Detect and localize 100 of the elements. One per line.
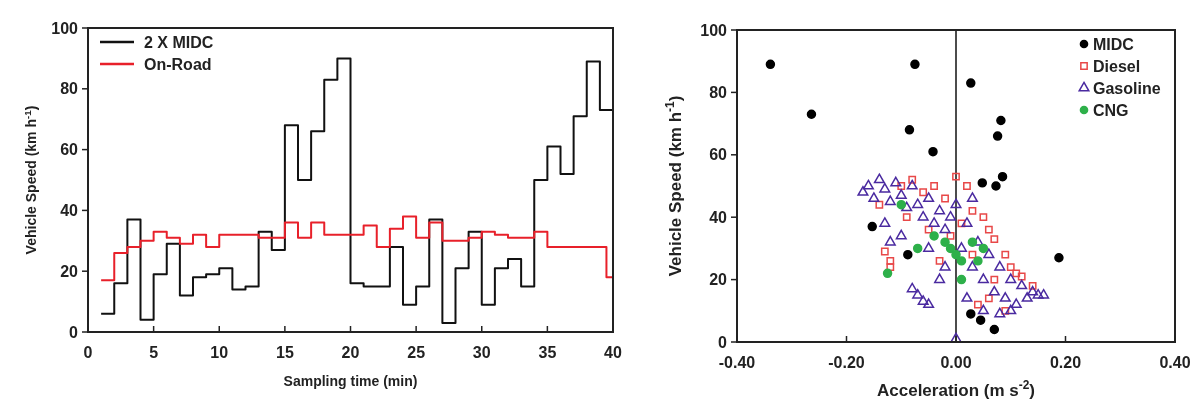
point: [934, 204, 946, 215]
point: [973, 300, 982, 309]
point: [951, 249, 961, 260]
point: [957, 219, 966, 228]
point: [944, 210, 957, 221]
point: [994, 260, 1006, 271]
point: [973, 256, 983, 266]
point: [988, 285, 1000, 296]
point: [1001, 250, 1010, 259]
point: [977, 178, 988, 188]
point: [875, 200, 884, 209]
point: [930, 182, 939, 190]
point: [979, 213, 988, 222]
point: [884, 235, 896, 246]
point: [879, 217, 891, 227]
point: [991, 181, 1001, 191]
x-tick-label: 35: [538, 344, 557, 361]
point: [873, 173, 885, 184]
point: [1005, 273, 1017, 284]
point: [1016, 279, 1028, 290]
point: [1012, 269, 1021, 278]
x-tick-label: -0.40: [718, 354, 756, 371]
y-tick-label: 40: [60, 202, 79, 219]
point: [1021, 292, 1033, 302]
point: [984, 294, 993, 303]
legend-label: CNG: [1093, 102, 1129, 119]
point: [912, 288, 924, 299]
point: [992, 131, 1003, 141]
y-tick-label: 20: [60, 262, 79, 280]
y-tick-label: 40: [709, 208, 728, 226]
point: [923, 298, 935, 309]
y-tick-label: 100: [51, 19, 79, 37]
point: [977, 273, 989, 284]
point: [868, 192, 880, 202]
point: [996, 115, 1006, 126]
x-tick-label: 0.20: [1049, 354, 1082, 371]
point: [906, 282, 918, 293]
point: [989, 324, 1000, 335]
point: [884, 195, 896, 206]
point: [967, 237, 978, 247]
y-tick-label: 80: [709, 84, 728, 101]
point: [906, 179, 918, 190]
point: [896, 199, 906, 210]
point: [1017, 272, 1026, 281]
y-tick-label: 20: [709, 271, 728, 289]
point: [983, 248, 995, 259]
legend-label: 2 X MIDC: [144, 34, 214, 51]
point: [966, 78, 976, 88]
point: [910, 59, 920, 70]
point: [862, 179, 874, 190]
point: [923, 192, 935, 202]
point: [939, 260, 951, 271]
y-tick-label: 80: [60, 80, 79, 98]
point: [946, 232, 955, 240]
point: [961, 217, 973, 227]
legend-label: Gasoline: [1093, 80, 1161, 97]
point: [940, 237, 950, 247]
point: [935, 256, 944, 265]
x-tick-label: 15: [275, 344, 294, 361]
point: [882, 268, 893, 279]
point: [990, 275, 999, 284]
x-tick-label: 30: [472, 344, 491, 361]
point: [956, 274, 967, 285]
point: [968, 207, 977, 215]
y-tick-label: 60: [709, 146, 728, 164]
point: [939, 223, 951, 234]
point: [999, 292, 1011, 302]
point: [1005, 304, 1017, 315]
point: [867, 221, 877, 232]
point: [1006, 263, 1015, 272]
x-tick-label: 0: [83, 344, 93, 361]
point: [966, 260, 978, 271]
point: [928, 217, 940, 227]
point: [1027, 285, 1039, 296]
point: [975, 315, 986, 325]
point: [966, 192, 978, 202]
x-tick-label: 20: [341, 344, 360, 361]
x-tick-label: 25: [407, 344, 426, 361]
point: [765, 59, 776, 70]
point: [1028, 281, 1037, 290]
point: [977, 304, 989, 315]
x-axis-title: Acceleration (m s$^{-2}$): [877, 378, 1035, 400]
point: [912, 243, 923, 254]
point: [966, 309, 976, 319]
point: [928, 146, 938, 157]
point: [924, 225, 933, 234]
point: [941, 194, 949, 203]
legend-label: On-Road: [144, 56, 212, 73]
point: [895, 229, 907, 240]
point: [956, 256, 967, 266]
point: [961, 292, 973, 302]
point: [997, 171, 1008, 182]
point: [955, 242, 968, 252]
point: [890, 176, 902, 187]
point: [886, 256, 895, 265]
point: [934, 273, 946, 284]
point: [917, 295, 929, 305]
point: [897, 182, 906, 190]
point: [968, 250, 977, 259]
point: [929, 231, 939, 241]
